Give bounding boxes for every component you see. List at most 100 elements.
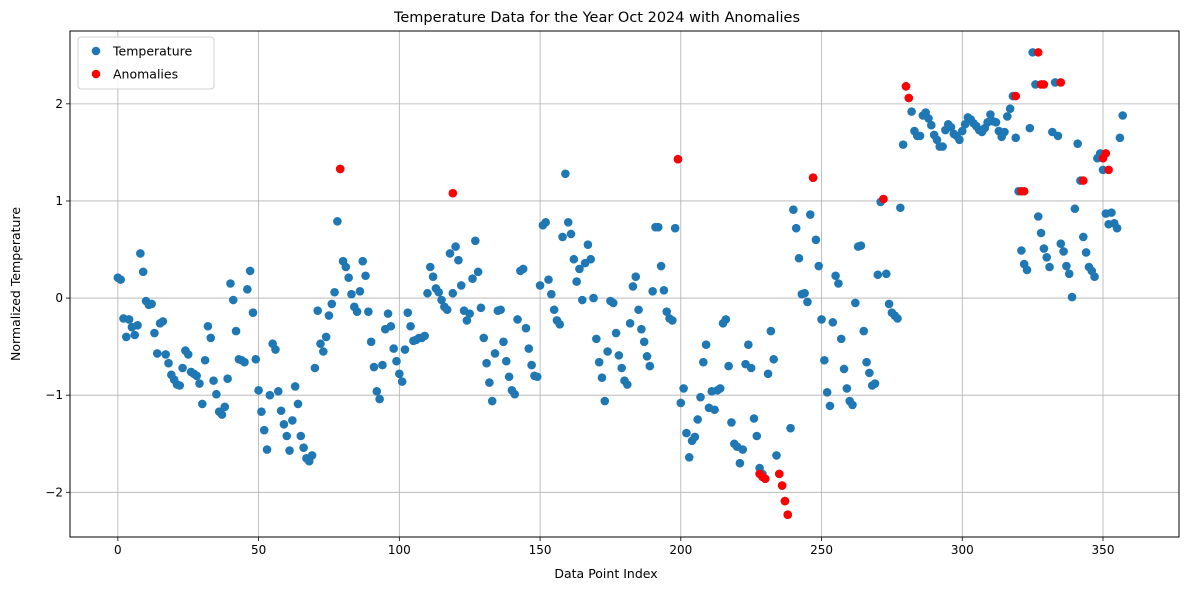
data-points — [113, 48, 1128, 519]
temperature-point — [259, 425, 269, 435]
x-tick-label: 250 — [810, 543, 833, 557]
temperature-point — [518, 264, 528, 274]
temperature-point — [865, 368, 874, 378]
temperature-point — [136, 249, 145, 258]
temperature-point — [310, 363, 320, 373]
anomalies-point — [335, 164, 345, 174]
temperature-point — [183, 350, 193, 359]
temperature-point — [541, 218, 550, 227]
temperature-point — [372, 387, 382, 396]
temperature-point — [324, 311, 334, 320]
anomalies-point — [1039, 80, 1049, 89]
temperature-point — [690, 432, 700, 442]
temperature-point — [138, 267, 148, 277]
anomalies-point — [783, 510, 793, 519]
temperature-point — [462, 316, 472, 325]
temperature-point — [668, 316, 677, 325]
temperature-point — [330, 287, 339, 297]
temperature-point — [434, 287, 444, 297]
temperature-point — [1017, 246, 1026, 255]
temperature-point — [800, 288, 809, 298]
temperature-point — [425, 262, 435, 272]
temperature-point — [358, 256, 368, 266]
temperature-point — [485, 378, 494, 387]
anomalies-point — [673, 154, 683, 164]
x-tick-label: 150 — [529, 543, 552, 557]
temperature-point — [693, 415, 702, 424]
y-tick-label: −2 — [45, 485, 63, 499]
temperature-point — [240, 357, 249, 367]
legend-marker — [91, 46, 101, 56]
temperature-point — [1112, 223, 1122, 233]
temperature-point — [442, 305, 452, 315]
temperature-point — [839, 364, 849, 374]
temperature-point — [701, 340, 711, 350]
temperature-point — [203, 321, 213, 331]
temperature-point — [648, 286, 657, 296]
temperature-point — [285, 446, 294, 455]
temperature-point — [639, 337, 649, 347]
temperature-point — [634, 305, 643, 315]
temperature-point — [763, 369, 773, 379]
temperature-point — [1107, 208, 1116, 217]
temperature-point — [535, 281, 545, 290]
temperature-point — [836, 334, 846, 344]
temperature-point — [273, 387, 283, 396]
temperature-point — [772, 451, 781, 460]
anomalies-point — [901, 82, 911, 91]
temperature-point — [749, 414, 759, 423]
temperature-point — [822, 387, 832, 397]
temperature-point — [347, 289, 356, 299]
plot-frame — [69, 30, 1180, 538]
temperature-point — [150, 328, 159, 338]
temperature-point — [282, 431, 292, 441]
temperature-point — [195, 379, 204, 388]
temperature-point — [820, 355, 829, 365]
temperature-point — [873, 270, 883, 280]
temperature-point — [727, 418, 736, 427]
temperature-point — [544, 275, 553, 284]
temperature-point — [327, 299, 337, 309]
temperature-point — [243, 285, 252, 294]
temperature-point — [403, 308, 413, 317]
temperature-point — [395, 369, 404, 379]
temperature-point — [791, 223, 801, 233]
temperature-point — [161, 350, 170, 359]
temperature-point — [175, 381, 185, 390]
anomalies-point — [1104, 165, 1113, 175]
temperature-point — [257, 407, 266, 417]
temperature-point — [631, 272, 641, 282]
temperature-point — [834, 279, 843, 288]
temperature-point — [333, 217, 342, 226]
temperature-point — [361, 271, 370, 281]
temperature-point — [487, 396, 497, 406]
temperature-point — [561, 169, 570, 179]
temperature-point — [1011, 133, 1021, 143]
anomalies-point — [1101, 149, 1111, 158]
temperature-point — [710, 405, 719, 415]
anomalies-point — [780, 496, 790, 506]
temperature-point — [811, 235, 821, 245]
temperature-point — [1042, 252, 1052, 262]
temperature-point — [271, 345, 280, 354]
temperature-point — [1036, 228, 1046, 238]
temperature-point — [319, 347, 328, 356]
temperature-point — [870, 379, 880, 388]
temperature-point — [656, 261, 666, 271]
temperature-point — [682, 428, 691, 438]
temperature-point — [476, 303, 486, 313]
anomalies-point — [1019, 186, 1029, 196]
temperature-point — [842, 384, 852, 393]
temperature-point — [805, 210, 815, 219]
temperature-point — [960, 119, 970, 129]
temperature-point — [642, 352, 652, 361]
temperature-point — [637, 324, 646, 334]
temperature-point — [735, 458, 745, 468]
temperature-point — [670, 223, 680, 233]
legend-label: Temperature — [112, 44, 192, 59]
anomalies-point — [448, 188, 458, 198]
temperature-point — [313, 306, 323, 316]
legend: Temperature Anomalies — [77, 36, 215, 90]
temperature-point — [752, 431, 762, 441]
temperature-point — [569, 254, 579, 264]
